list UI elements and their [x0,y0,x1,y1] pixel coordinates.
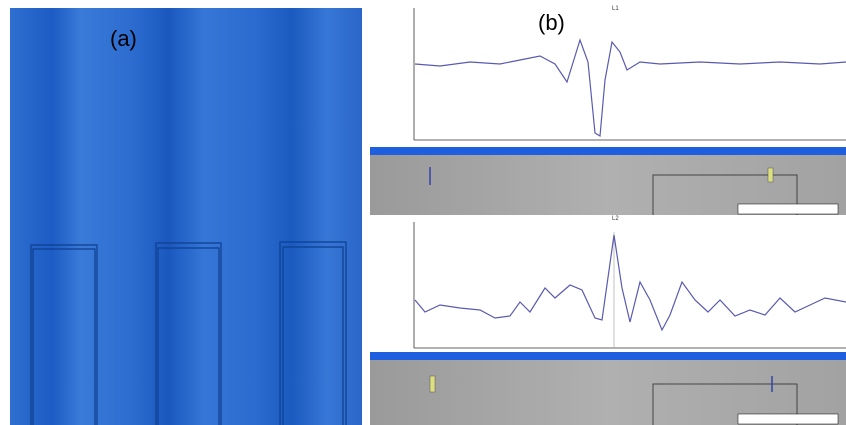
profile-line [415,235,846,330]
scale-bar [738,414,838,424]
micrograph [10,8,362,425]
profile-line [415,40,846,136]
plot-label: L1 [612,6,619,12]
panel-label: (b) [538,10,565,35]
panel-b: (b) L1 L2 [370,6,846,425]
toolbar [370,352,846,360]
scale-bar [738,204,838,214]
marker [430,376,435,392]
panel-label: (a) [110,26,137,51]
plot-label: L2 [612,216,619,222]
toolbar [370,147,846,155]
profile-plot: L1 [414,6,846,140]
profile-plot: L2 [414,216,846,348]
figure: (a) (b) L1 L2 [0,0,846,425]
panel-a: (a) [10,8,362,425]
marker [768,168,773,182]
